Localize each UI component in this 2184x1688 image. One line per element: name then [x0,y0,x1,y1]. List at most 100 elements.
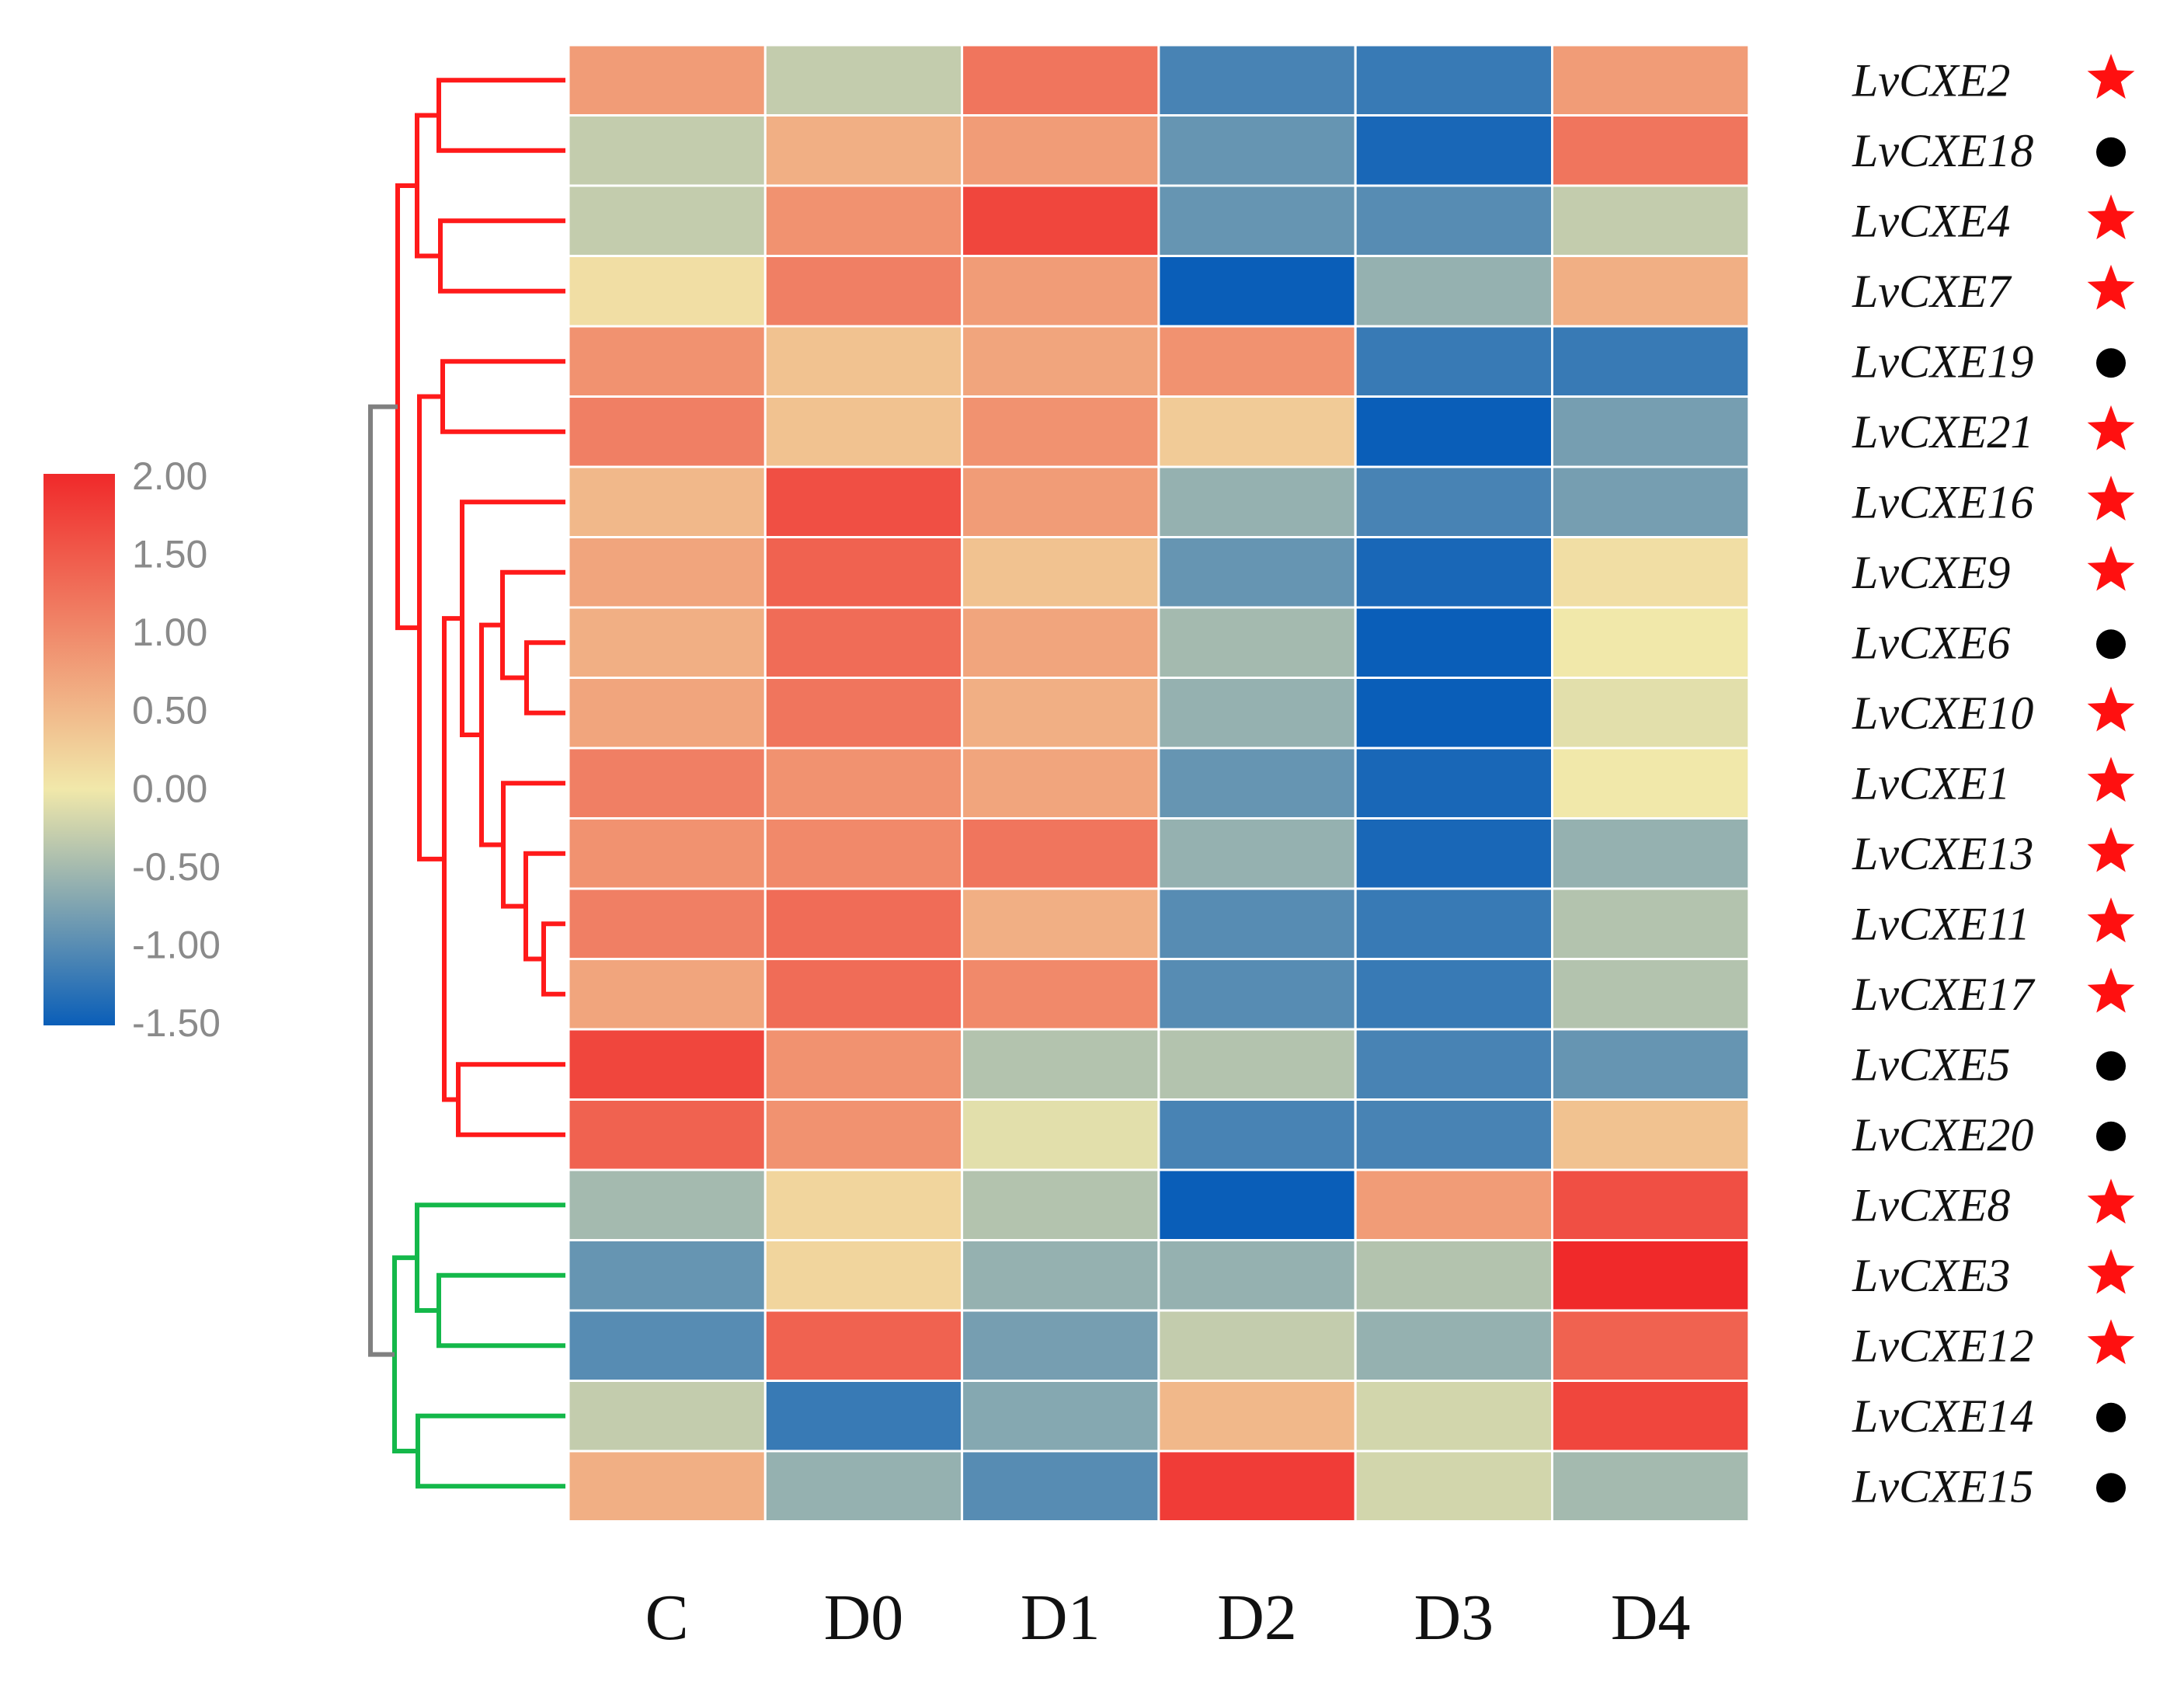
row-label: LvCXE21 [1852,406,2033,458]
dendrogram-branch [392,1255,418,1453]
heatmap-cell [1354,325,1553,398]
heatmap-cell [567,395,767,468]
heatmap-cell [1354,184,1553,257]
heatmap-cell [1354,747,1553,820]
row-label: LvCXE5 [1852,1039,2010,1090]
heatmap-cell [961,747,1160,820]
heatmap-cell [961,325,1160,398]
legend-tick-label: 1.50 [132,533,207,576]
heatmap-cell [961,958,1160,1031]
dendrogram-branch [417,394,444,861]
heatmap-cell [567,44,767,117]
heatmap-cell [1551,958,1751,1031]
row-label: LvCXE19 [1852,336,2033,387]
row-label: LvCXE3 [1852,1250,2010,1301]
legend-tick-label: -1.00 [132,923,221,966]
heatmap-cell [1157,255,1357,328]
heatmap-cell [961,255,1160,328]
heatmap-cell [1157,1028,1357,1101]
heatmap-cell [961,887,1160,960]
heatmap-cell [763,817,964,890]
heatmap-cell [1354,958,1553,1031]
heatmap-cell [1551,747,1751,820]
row-label: LvCXE13 [1852,828,2033,879]
heatmap-cell [1551,184,1751,257]
heatmap-cell [567,255,767,328]
heatmap-cell [1354,465,1553,538]
heatmap-cell [567,184,767,257]
heatmap-grid [567,44,1751,1523]
heatmap-cell [763,325,964,398]
heatmap-cell [1354,677,1553,750]
row-label: LvCXE12 [1852,1320,2033,1371]
star-marker-icon [2087,194,2135,240]
heatmap-cell [763,1239,964,1312]
heatmap-cell [763,255,964,328]
row-label: LvCXE14 [1852,1390,2033,1442]
dendrogram-branch [479,622,503,847]
color-legend: 2.00 1.50 1.00 0.50 0.00 -0.50 -1.00 -1.50 [43,454,221,1045]
row-labels: LvCXE2 LvCXE18 LvCXE4 LvCXE7 LvCXE19 LvCXE21 L… [1852,54,2135,1512]
column-label: C [645,1582,689,1654]
heatmap-cell [1157,958,1357,1031]
heatmap-cell [1157,887,1357,960]
heatmap-cell [567,1309,767,1382]
legend-tick-label: 1.00 [132,611,207,654]
heatmap-cell [763,465,964,538]
heatmap-cell [1157,1450,1357,1523]
star-marker-icon [2087,827,2135,872]
heatmap-cell [763,44,964,117]
heatmap-cell [961,606,1160,679]
dendrogram-branch [524,640,565,715]
row-label: LvCXE1 [1852,757,2010,809]
heatmap-cell [961,817,1160,890]
star-marker-icon [2087,1319,2135,1365]
heatmap-cell [1354,1028,1553,1101]
heatmap-cell [1551,44,1751,117]
heatmap-cell [1354,1450,1553,1523]
heatmap-cell [763,606,964,679]
circle-marker-icon [2096,1402,2126,1432]
dendrogram-branch [442,616,462,1102]
dendrogram-branch [456,1062,565,1137]
heatmap-cell [567,606,767,679]
column-label: D2 [1217,1582,1297,1654]
legend-tick-label: 0.00 [132,767,207,810]
heatmap-cell [763,1450,964,1523]
heatmap-cell [1551,1098,1751,1171]
heatmap-cell [1157,184,1357,257]
heatmap-cell [1551,817,1751,890]
heatmap-cell [1157,44,1357,117]
heatmap-cell [567,817,767,890]
heatmap-cell [763,677,964,750]
heatmap-cell [1157,1380,1357,1453]
heatmap-cell [1551,114,1751,187]
heatmap-cell [1354,606,1553,679]
row-label: LvCXE17 [1852,969,2036,1020]
heatmap-cell [1157,1239,1357,1312]
heatmap-cell [1157,1098,1357,1171]
heatmap-cell [1551,1239,1751,1312]
heatmap-cell [567,887,767,960]
circle-marker-icon [2096,1121,2126,1151]
dendrogram-branch [460,499,565,738]
star-marker-icon [2087,475,2135,521]
heatmap-cell [961,1380,1160,1453]
heatmap-cell [1157,465,1357,538]
star-marker-icon [2087,757,2135,802]
heatmap-cell [763,114,964,187]
heatmap-cell [961,1098,1160,1171]
heatmap-cell [1551,255,1751,328]
row-label: LvCXE9 [1852,547,2010,598]
star-marker-icon [2087,686,2135,732]
heatmap-cell [1157,606,1357,679]
heatmap-cell [961,465,1160,538]
row-label: LvCXE11 [1852,898,2030,949]
legend-tick-label: -0.50 [132,845,221,889]
heatmap-cell [567,1380,767,1453]
heatmap-cell [567,1028,767,1101]
heatmap-cell [1157,817,1357,890]
heatmap-cell [961,114,1160,187]
heatmap-cell [567,325,767,398]
